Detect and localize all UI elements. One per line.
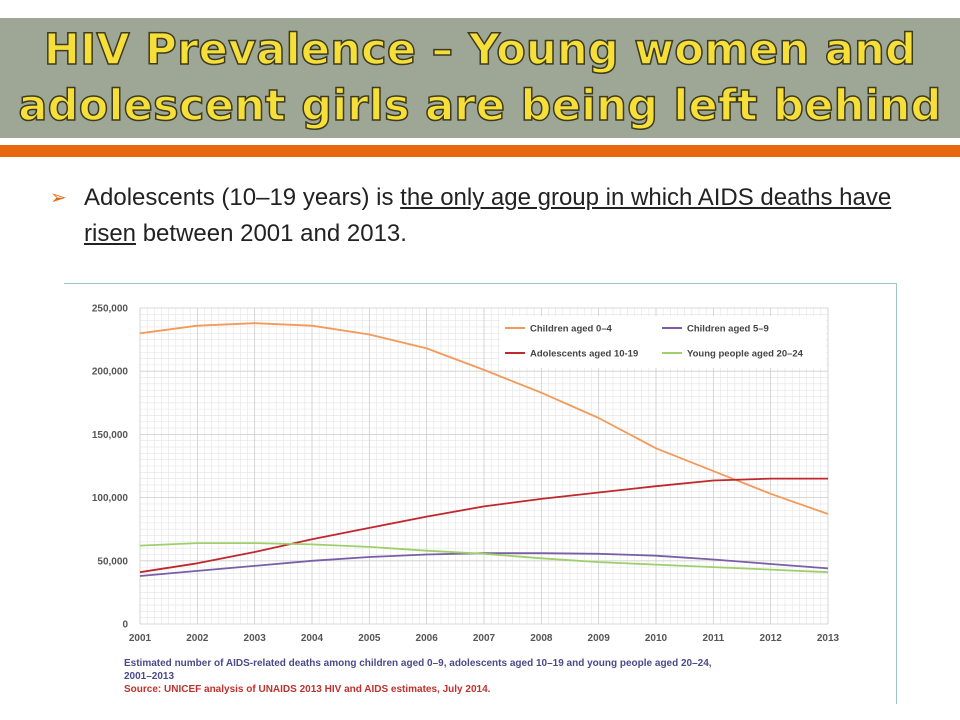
title-line-1: HIV Prevalence – Young women and: [43, 24, 917, 76]
bullet-text-emphasis: the only age group in which AIDS deaths …: [84, 184, 892, 247]
x-tick-label: 2006: [416, 633, 439, 644]
bullet-text: Adolescents (10–19 years) is the only ag…: [84, 180, 904, 252]
slide-title: HIV Prevalence – Young women and adolesc…: [0, 22, 960, 134]
legend-label: Young people aged 20–24: [687, 349, 804, 360]
x-tick-label: 2002: [186, 633, 209, 644]
x-tick-label: 2005: [358, 633, 381, 644]
caption-line-2: 2001–2013: [124, 671, 175, 682]
bullet-text-part1: Adolescents (10–19 years) is: [84, 184, 401, 211]
series-lines: [139, 322, 829, 577]
caption-line-1: Estimated number of AIDS-related deaths …: [124, 658, 712, 669]
x-tick-label: 2009: [588, 633, 611, 644]
legend-label: Adolescents aged 10-19: [530, 349, 638, 360]
x-tick-label: 2010: [645, 633, 668, 644]
legend-label: Children aged 0–4: [530, 324, 613, 335]
x-tick-label: 2007: [473, 633, 496, 644]
x-tick-label: 2013: [817, 633, 840, 644]
x-tick-label: 2001: [129, 633, 152, 644]
title-line-2: adolescent girls are being left behind: [18, 80, 942, 132]
legend-box: [500, 316, 826, 368]
y-tick-label: 100,000: [92, 493, 129, 504]
title-bar: [0, 18, 960, 138]
series-line: [139, 322, 829, 515]
y-tick-label: 150,000: [92, 430, 129, 441]
x-tick-label: 2011: [702, 633, 724, 644]
y-tick-label: 0: [122, 620, 128, 631]
x-tick-label: 2012: [760, 633, 783, 644]
accent-rule: [0, 145, 960, 157]
x-tick-label: 2003: [244, 633, 267, 644]
x-axis: 2001 2002 2003 2004 2005 2006 2007 2008 2009 2010…: [129, 633, 840, 644]
y-tick-label: 200,000: [92, 367, 129, 378]
series-line: [139, 477, 828, 574]
y-tick-label: 250,000: [92, 304, 129, 315]
y-axis: 0 50,000 100,000 150,000 200,000 250,000: [92, 304, 129, 631]
y-tick-label: 50,000: [97, 556, 128, 567]
series-line: [139, 542, 829, 574]
caption-source: Source: UNICEF analysis of UNAIDS 2013 H…: [124, 684, 491, 695]
bullet-arrow-icon: ➢: [50, 187, 67, 209]
x-tick-label: 2008: [530, 633, 553, 644]
x-tick-label: 2004: [301, 633, 324, 644]
bullet-text-part2: between 2001 and 2013.: [136, 220, 407, 247]
legend: Children aged 0–4 Children aged 5–9 Adoles…: [500, 316, 826, 368]
chart-caption: Estimated number of AIDS-related deaths …: [124, 657, 712, 696]
legend-label: Children aged 5–9: [687, 324, 769, 335]
